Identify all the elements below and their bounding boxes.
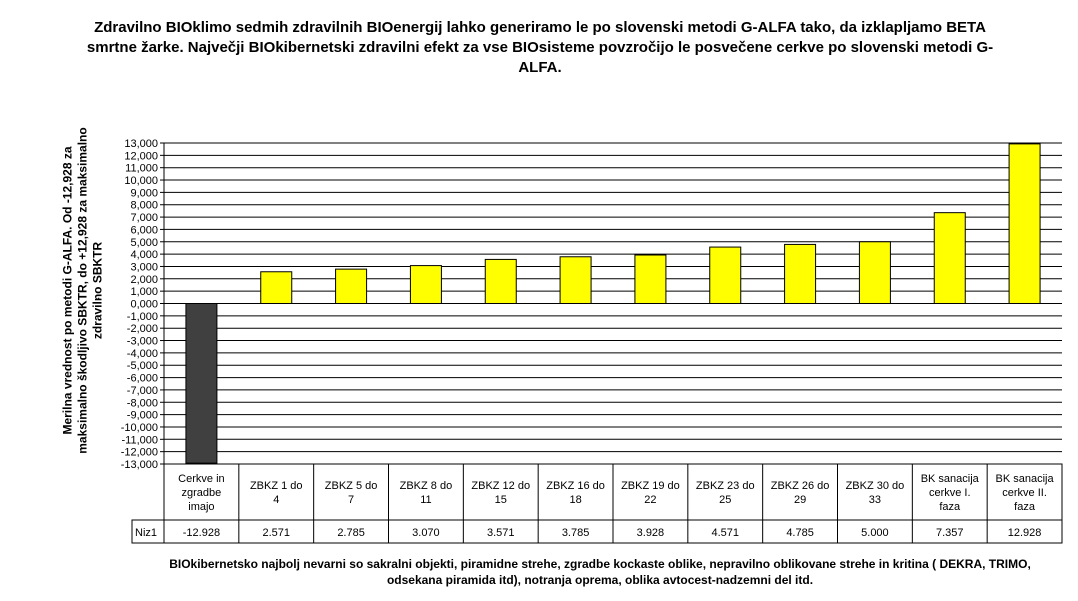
- y-tick-label: 11,000: [125, 163, 158, 175]
- y-tick-label: 1,000: [130, 286, 158, 298]
- y-tick-label: 3,000: [130, 261, 158, 273]
- value-label: -12.928: [183, 527, 220, 539]
- value-label: 3.070: [412, 527, 440, 539]
- y-tick-label: 7,000: [130, 212, 158, 224]
- y-tick-label: -5,000: [127, 360, 158, 372]
- bar: [709, 246, 742, 305]
- category-label-line: faza: [1014, 501, 1036, 513]
- category-label-line: 33: [869, 494, 881, 506]
- category-label-line: ZBKZ 30 do: [846, 480, 905, 492]
- bar: [409, 265, 442, 305]
- y-tick-label: 6,000: [130, 224, 158, 236]
- y-tick-label: -6,000: [127, 373, 158, 385]
- bar: [185, 303, 218, 464]
- bar: [933, 212, 966, 304]
- value-label: 7.357: [936, 527, 964, 539]
- category-label-line: 22: [644, 494, 656, 506]
- y-tick-label: 2,000: [130, 274, 158, 286]
- category-label: ZBKZ 19 do 22: [621, 480, 680, 506]
- category-label-line: ZBKZ 12 do: [471, 480, 530, 492]
- value-label: 2.571: [262, 527, 290, 539]
- category-label-line: 7: [348, 494, 354, 506]
- x-axis-caption: BIOkibernetsko najbolj nevarni so sakral…: [169, 557, 1031, 587]
- category-label-line: 15: [495, 494, 507, 506]
- category-label: ZBKZ 23 do 25: [696, 480, 755, 506]
- y-tick-label: 13,000: [124, 138, 158, 150]
- category-label-line: 29: [794, 494, 806, 506]
- y-tick-label: -10,000: [121, 422, 158, 434]
- grid-lines: [160, 142, 1062, 465]
- category-label-line: BK sanacija: [921, 473, 980, 485]
- category-label-line: ZBKZ 23 do: [696, 480, 755, 492]
- category-label-line: faza: [939, 501, 961, 513]
- category-label-line: cerkve II.: [1002, 487, 1047, 499]
- category-label-line: ZBKZ 5 do: [325, 480, 378, 492]
- y-tick-label: -4,000: [127, 348, 158, 360]
- y-tick-label: -3,000: [127, 336, 158, 348]
- category-label: Cerkve in zgradbe imajo: [178, 473, 224, 513]
- category-label-line: BK sanacija: [996, 473, 1055, 485]
- y-tick-label: 4,000: [130, 249, 158, 261]
- bar: [784, 243, 817, 305]
- value-label: 3.928: [637, 527, 665, 539]
- y-tick-label: -7,000: [127, 385, 158, 397]
- y-tick-labels: -13,000-12,000-11,000-10,000-9,000-8,000…: [121, 138, 158, 471]
- bar: [260, 271, 293, 304]
- category-label: ZBKZ 30 do 33: [846, 480, 905, 506]
- y-tick-label: -9,000: [127, 410, 158, 422]
- category-label-line: ZBKZ 1 do: [250, 480, 303, 492]
- category-label-line: Cerkve in: [178, 473, 224, 485]
- category-label-line: zgradbe: [182, 487, 222, 499]
- category-label-line: ZBKZ 19 do: [621, 480, 680, 492]
- y-tick-label: 0,000: [130, 299, 158, 311]
- series-name-label: Niz1: [135, 527, 157, 539]
- y-tick-label: 9,000: [130, 187, 158, 199]
- category-label: ZBKZ 12 do 15: [471, 480, 530, 506]
- y-tick-label: 10,000: [124, 175, 158, 187]
- category-label: ZBKZ 8 do 11: [400, 480, 453, 506]
- y-tick-label: 5,000: [130, 237, 158, 249]
- value-label: 2.785: [337, 527, 365, 539]
- category-label: ZBKZ 1 do 4: [250, 480, 303, 506]
- bar: [335, 268, 368, 305]
- category-label-line: 11: [420, 494, 431, 506]
- category-label: ZBKZ 16 do 18: [546, 480, 605, 506]
- y-tick-label: -8,000: [127, 397, 158, 409]
- category-label: ZBKZ 5 do 7: [325, 480, 378, 506]
- category-label-line: 25: [719, 494, 731, 506]
- category-label-line: imajo: [188, 501, 214, 513]
- category-label-line: 4: [273, 494, 279, 506]
- y-tick-label: -13,000: [121, 459, 158, 471]
- y-tick-label: -1,000: [127, 311, 158, 323]
- side-mark: .: [97, 288, 101, 302]
- bar: [634, 254, 667, 304]
- chart-title: Zdravilno BIOklimo sedmih zdravilnih BIO…: [86, 19, 994, 76]
- y-tick-label: 12,000: [124, 150, 158, 162]
- value-label: 3.785: [562, 527, 590, 539]
- bar: [858, 241, 891, 304]
- y-tick-label: 8,000: [130, 200, 158, 212]
- value-label: 12.928: [1008, 527, 1042, 539]
- category-label-line: ZBKZ 8 do: [400, 480, 453, 492]
- value-label: 3.571: [487, 527, 515, 539]
- value-label: 4.785: [786, 527, 814, 539]
- bar: [559, 256, 592, 304]
- category-label-line: 18: [569, 494, 581, 506]
- bar: [484, 258, 517, 305]
- data-table: Niz1 Cerkve in zgradbe imajo -12.928 ZBKZ 1 d…: [131, 463, 1063, 544]
- category-label-line: cerkve I.: [929, 487, 971, 499]
- value-label: 5.000: [861, 527, 889, 539]
- category-label-line: ZBKZ 26 do: [771, 480, 830, 492]
- category-label: BK sanacija cerkve I. faza: [921, 473, 980, 513]
- y-tick-label: -11,000: [122, 434, 159, 446]
- value-label: 4.571: [711, 527, 739, 539]
- bars: [185, 143, 1041, 464]
- category-label: BK sanacija cerkve II. faza: [996, 473, 1055, 513]
- y-tick-label: -12,000: [121, 447, 158, 459]
- category-label: ZBKZ 26 do 29: [771, 480, 830, 506]
- bar: [1008, 143, 1041, 304]
- category-label-line: ZBKZ 16 do: [546, 480, 605, 492]
- y-tick-label: -2,000: [127, 323, 158, 335]
